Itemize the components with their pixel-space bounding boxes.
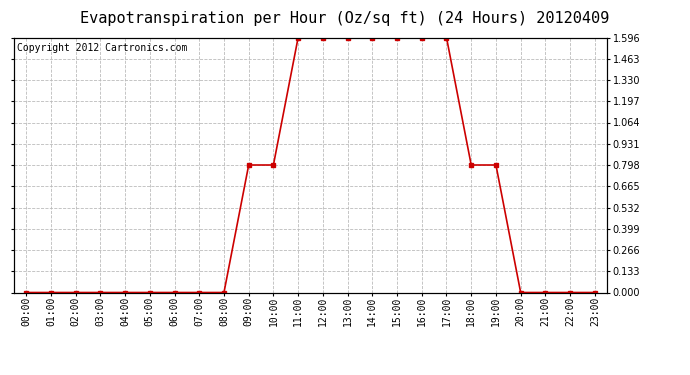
Text: Evapotranspiration per Hour (Oz/sq ft) (24 Hours) 20120409: Evapotranspiration per Hour (Oz/sq ft) (… [80,11,610,26]
Text: Copyright 2012 Cartronics.com: Copyright 2012 Cartronics.com [17,43,187,52]
